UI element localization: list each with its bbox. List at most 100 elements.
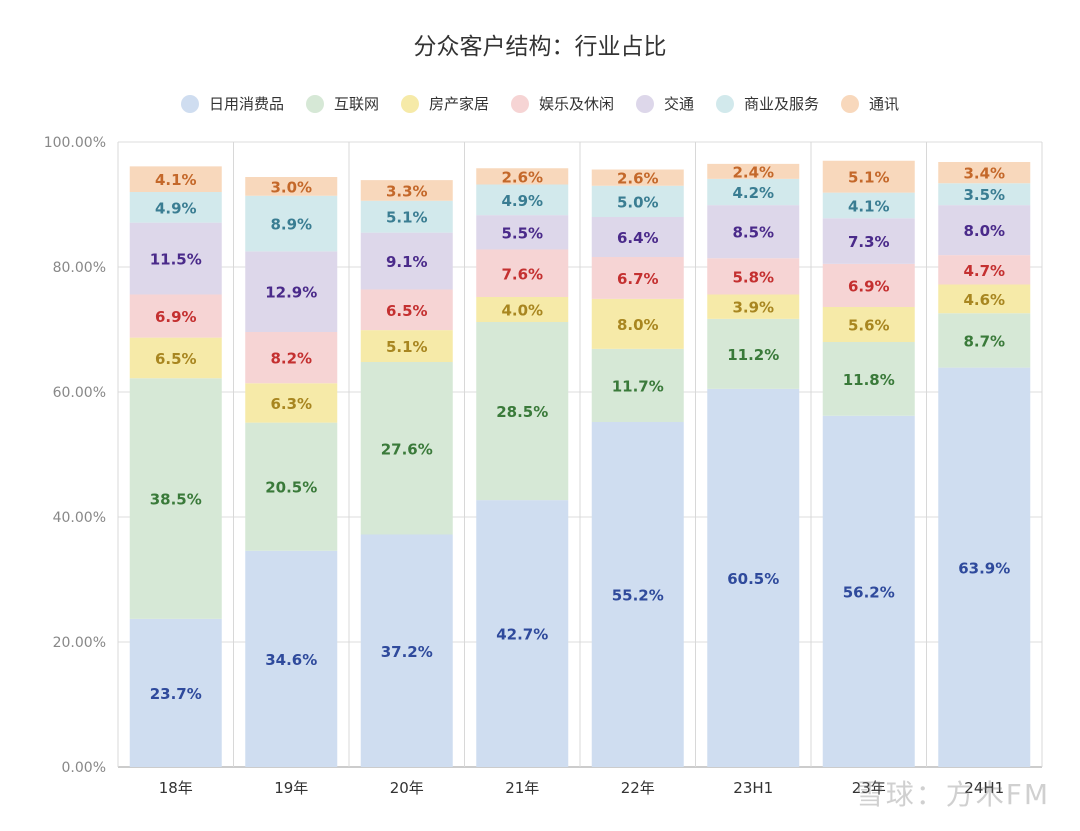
data-label: 4.7%	[963, 262, 1005, 280]
bar-segment	[245, 550, 338, 767]
bar-segment	[360, 534, 453, 767]
bar-segment	[707, 163, 800, 179]
data-label: 56.2%	[843, 583, 895, 601]
bar-segment	[129, 192, 222, 223]
data-label: 3.4%	[963, 165, 1005, 183]
legend: 日用消费品 互联网 房产家居 娱乐及休闲 交通 商业及服务 通讯	[181, 95, 899, 113]
legend-label: 房产家居	[429, 95, 489, 113]
bar-segment	[938, 367, 1031, 767]
data-label: 5.1%	[386, 338, 428, 356]
data-label: 23.7%	[150, 685, 202, 703]
bar-segment	[591, 298, 684, 349]
legend-marker	[636, 95, 654, 113]
data-label: 20.5%	[265, 479, 317, 497]
legend-marker	[181, 95, 199, 113]
bars: 23.7% 38.5% 6.5% 6.9% 11.5% 4.9% 4.1% 34.6% 20.5…	[129, 160, 1031, 767]
bar-segment	[707, 205, 800, 259]
y-tick-label: 0.00%	[62, 760, 106, 776]
data-label: 6.9%	[155, 308, 197, 326]
legend-label: 日用消费品	[209, 95, 284, 113]
data-label: 42.7%	[496, 626, 548, 644]
x-tick-label: 22年	[621, 779, 655, 797]
bar-segment	[245, 383, 338, 423]
bar-segment	[822, 263, 915, 307]
bar-segment	[822, 415, 915, 767]
bar-segment	[938, 313, 1031, 368]
bar-segment	[129, 618, 222, 767]
data-label: 60.5%	[727, 570, 779, 588]
y-tick-label: 60.00%	[53, 385, 106, 401]
data-label: 8.0%	[963, 222, 1005, 240]
bar-segment	[129, 337, 222, 379]
x-tick-label: 21年	[505, 779, 539, 797]
data-label: 37.2%	[381, 643, 433, 661]
legend-label: 商业及服务	[744, 95, 819, 113]
legend-label: 通讯	[869, 95, 899, 113]
bar-segment	[591, 257, 684, 299]
data-label: 6.5%	[155, 350, 197, 368]
legend-label: 互联网	[334, 95, 379, 113]
data-label: 6.3%	[270, 395, 312, 413]
y-tick-label: 20.00%	[53, 635, 106, 651]
bar-segment	[245, 422, 338, 551]
chart-title: 分众客户结构：行业占比	[414, 34, 667, 60]
bar-segment	[707, 258, 800, 295]
data-label: 4.1%	[155, 171, 197, 189]
legend-label: 娱乐及休闲	[539, 95, 614, 113]
data-label: 8.2%	[270, 350, 312, 368]
data-label: 4.1%	[848, 197, 890, 215]
data-label: 6.5%	[386, 302, 428, 320]
y-tick-label: 80.00%	[53, 260, 106, 276]
data-label: 6.7%	[617, 270, 659, 288]
data-label: 5.1%	[848, 169, 890, 187]
legend-marker	[511, 95, 529, 113]
bar-segment	[591, 185, 684, 217]
bar-segment	[360, 330, 453, 362]
bar-segment	[360, 232, 453, 290]
data-label: 63.9%	[958, 559, 1010, 577]
bar-segment	[707, 178, 800, 206]
legend-marker	[401, 95, 419, 113]
data-label: 34.6%	[265, 651, 317, 669]
x-tick-label: 20年	[390, 779, 424, 797]
legend-label: 交通	[664, 95, 694, 113]
bar-segment	[822, 218, 915, 264]
grid	[117, 141, 1043, 768]
data-label: 28.5%	[496, 403, 548, 421]
bar-segment	[245, 332, 338, 384]
data-label: 11.2%	[727, 346, 779, 364]
data-label: 11.8%	[843, 371, 895, 389]
data-label: 9.1%	[386, 253, 428, 271]
x-tick-label: 23H1	[733, 779, 773, 797]
data-label: 11.5%	[150, 251, 202, 269]
bar-segment	[476, 249, 569, 297]
data-label: 8.7%	[963, 332, 1005, 350]
data-label: 7.6%	[501, 265, 543, 283]
data-label: 5.0%	[617, 193, 659, 211]
x-tick-label: 24H1	[964, 779, 1004, 797]
bar-segment	[245, 195, 338, 252]
y-tick-label: 40.00%	[53, 510, 106, 526]
data-label: 4.6%	[963, 291, 1005, 309]
bar-segment	[129, 378, 222, 619]
data-label: 5.6%	[848, 317, 890, 335]
data-label: 11.7%	[612, 377, 664, 395]
data-label: 6.9%	[848, 277, 890, 295]
bar-segment	[591, 422, 684, 767]
x-tick-label: 18年	[159, 779, 193, 797]
bar-segment	[938, 284, 1031, 314]
data-label: 8.9%	[270, 216, 312, 234]
watermark: 雪球：方木FM	[855, 778, 1050, 811]
bar-segment	[129, 222, 222, 295]
bar-segment	[476, 215, 569, 250]
bar-segment	[476, 322, 569, 501]
bar-segment	[591, 348, 684, 422]
legend-marker	[841, 95, 859, 113]
bar-segment	[822, 160, 915, 193]
data-label: 55.2%	[612, 587, 664, 605]
legend-marker	[306, 95, 324, 113]
bar-segment	[707, 388, 800, 767]
bar-segment	[938, 205, 1031, 256]
bar-segment	[707, 318, 800, 389]
